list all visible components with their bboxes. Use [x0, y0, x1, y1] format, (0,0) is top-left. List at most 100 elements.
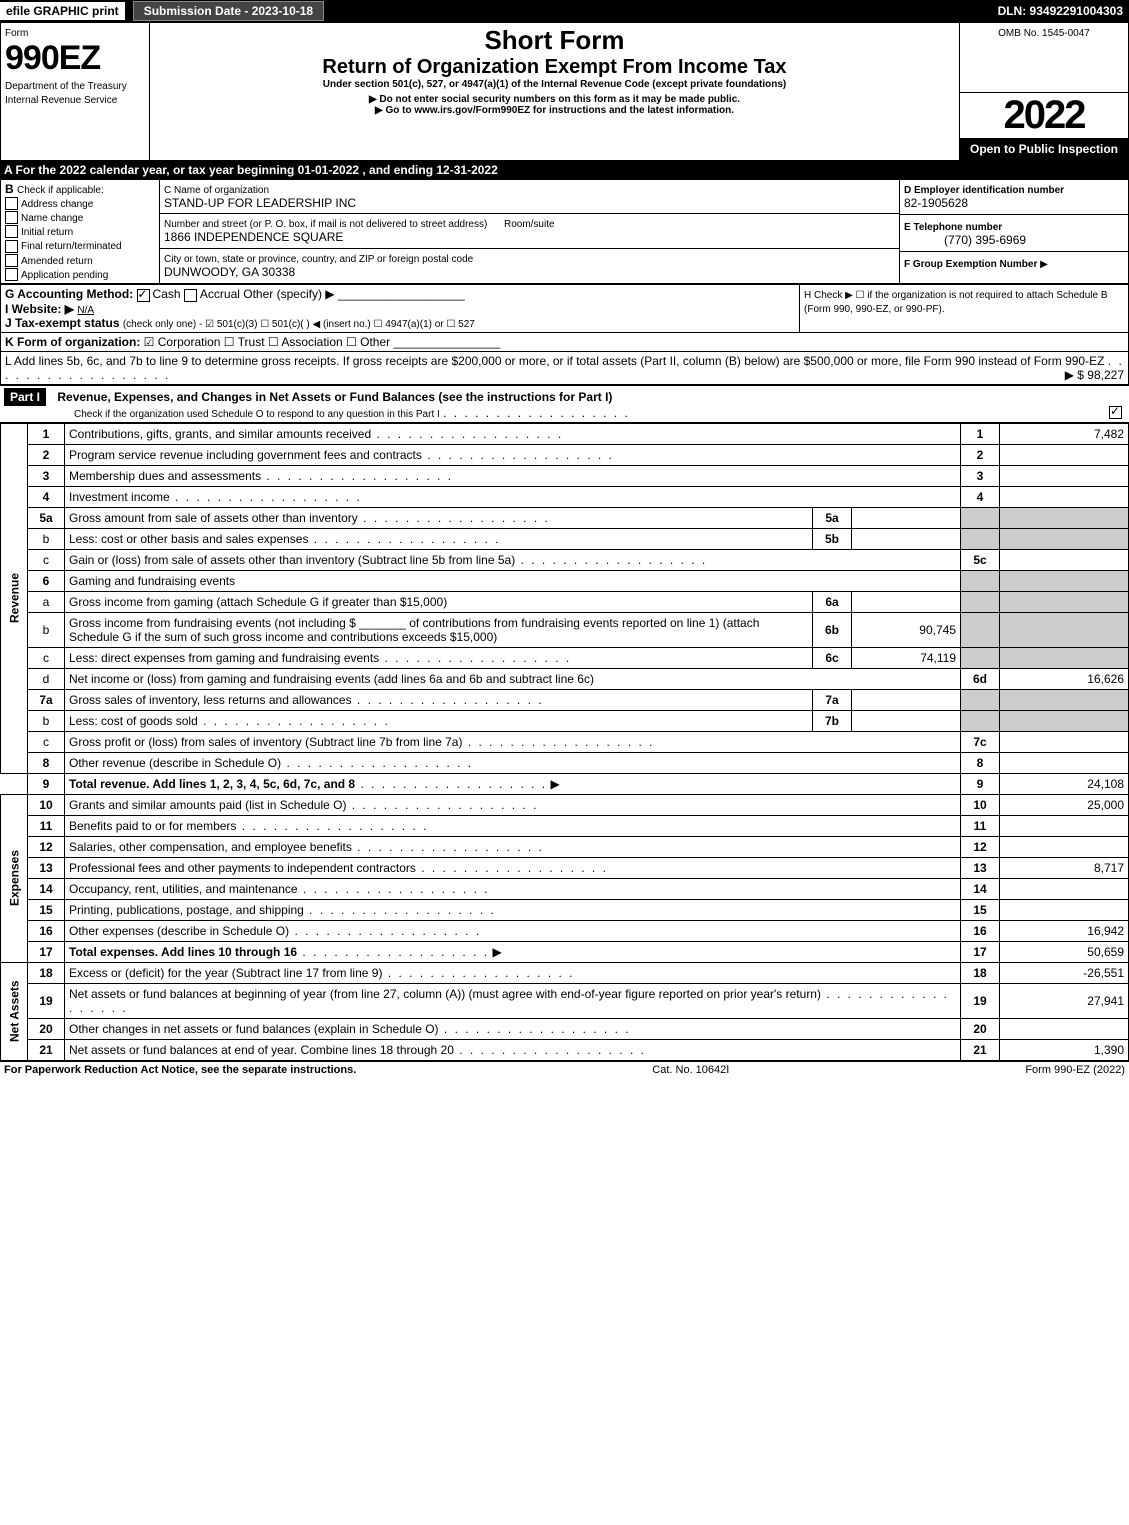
line19-num: 19	[961, 983, 1000, 1018]
line6b-mini: 6b	[813, 612, 852, 647]
ssn-warning: ▶ Do not enter social security numbers o…	[154, 94, 955, 105]
line9-val: 24,108	[1000, 773, 1129, 794]
checkbox-address-change[interactable]	[5, 197, 18, 210]
omb-number: OMB No. 1545-0047	[998, 28, 1090, 39]
phone: (770) 395-6969	[904, 233, 1026, 247]
opt-final-return: Final return/terminated	[21, 241, 122, 252]
line21-val: 1,390	[1000, 1039, 1129, 1060]
line11-num: 11	[961, 815, 1000, 836]
checkbox-final-return[interactable]	[5, 240, 18, 253]
line17-arrow: ▶	[492, 945, 501, 959]
line6c-minival: 74,119	[852, 647, 961, 668]
line3-num: 3	[961, 465, 1000, 486]
checkbox-name-change[interactable]	[5, 211, 18, 224]
c-label: C Name of organization	[164, 185, 269, 196]
checkbox-app-pending[interactable]	[5, 268, 18, 281]
line20-num: 20	[961, 1018, 1000, 1039]
checkbox-initial-return[interactable]	[5, 225, 18, 238]
line18-num: 18	[961, 962, 1000, 983]
l-amount: ▶ $ 98,227	[1065, 368, 1124, 382]
line11-desc: Benefits paid to or for members	[69, 819, 236, 833]
dln: DLN: 93492291004303	[992, 2, 1129, 20]
line10-desc: Grants and similar amounts paid (list in…	[69, 798, 346, 812]
line6b-desc-pre: Gross income from fundraising events (no…	[69, 616, 356, 630]
checkbox-accrual[interactable]	[184, 289, 197, 302]
expenses-vlabel: Expenses	[1, 794, 28, 962]
line5a-mini: 5a	[813, 507, 852, 528]
street: 1866 INDEPENDENCE SQUARE	[164, 230, 343, 244]
line13-num: 13	[961, 857, 1000, 878]
line1-desc: Contributions, gifts, grants, and simila…	[69, 427, 371, 441]
netassets-vlabel: Net Assets	[1, 962, 28, 1060]
line5c-num: 5c	[961, 549, 1000, 570]
g-accrual: Accrual	[200, 287, 240, 301]
line7b-minival	[852, 710, 961, 731]
f-arrow: ▶	[1040, 259, 1048, 270]
line4-val	[1000, 486, 1129, 507]
line19-val: 27,941	[1000, 983, 1129, 1018]
line7a-minival	[852, 689, 961, 710]
line5b-minival	[852, 528, 961, 549]
footer-mid: Cat. No. 10642I	[652, 1064, 729, 1076]
line6d-val: 16,626	[1000, 668, 1129, 689]
line5c-val	[1000, 549, 1129, 570]
street-label: Number and street (or P. O. box, if mail…	[164, 219, 487, 230]
line18-val: -26,551	[1000, 962, 1129, 983]
line4-num: 4	[961, 486, 1000, 507]
line6a-minival	[852, 591, 961, 612]
city-state-zip: DUNWOODY, GA 30338	[164, 265, 295, 279]
line8-val	[1000, 752, 1129, 773]
org-name: STAND-UP FOR LEADERSHIP INC	[164, 196, 356, 210]
line21-num: 21	[961, 1039, 1000, 1060]
line15-desc: Printing, publications, postage, and shi…	[69, 903, 304, 917]
checkbox-schedule-o[interactable]	[1109, 406, 1122, 419]
line17-num: 17	[961, 941, 1000, 962]
part1-title: Revenue, Expenses, and Changes in Net As…	[57, 390, 612, 404]
line14-val	[1000, 878, 1129, 899]
i-label: I Website: ▶	[5, 302, 74, 316]
line6-desc: Gaming and fundraising events	[65, 570, 961, 591]
f-label: F Group Exemption Number	[904, 259, 1037, 270]
entity-info: B Check if applicable: Address change Na…	[0, 179, 1129, 285]
k-label: K Form of organization:	[5, 335, 140, 349]
line19-desc: Net assets or fund balances at beginning…	[69, 987, 821, 1001]
header-table: Form 990EZ Department of the Treasury In…	[0, 22, 1129, 161]
under-section: Under section 501(c), 527, or 4947(a)(1)…	[154, 79, 955, 90]
part1-label: Part I	[4, 388, 46, 406]
checkbox-amended[interactable]	[5, 254, 18, 267]
line6d-desc: Net income or (loss) from gaming and fun…	[69, 672, 594, 686]
city-label: City or town, state or province, country…	[164, 254, 473, 265]
ein: 82-1905628	[904, 196, 968, 210]
d-label: D Employer identification number	[904, 185, 1064, 196]
revenue-vlabel: Revenue	[1, 423, 28, 773]
part1-check: Check if the organization used Schedule …	[4, 409, 440, 420]
line5a-desc: Gross amount from sale of assets other t…	[69, 511, 358, 525]
opt-name-change: Name change	[21, 213, 83, 224]
line6a-mini: 6a	[813, 591, 852, 612]
line7b-desc: Less: cost of goods sold	[69, 714, 198, 728]
line13-val: 8,717	[1000, 857, 1129, 878]
line13-desc: Professional fees and other payments to …	[69, 861, 416, 875]
line20-desc: Other changes in net assets or fund bala…	[69, 1022, 439, 1036]
line7b-mini: 7b	[813, 710, 852, 731]
efile-link[interactable]: efile GRAPHIC print	[0, 2, 125, 20]
part1-lines: Revenue 1 Contributions, gifts, grants, …	[0, 423, 1129, 1061]
g-cash: Cash	[153, 287, 181, 301]
return-title: Return of Organization Exempt From Incom…	[154, 56, 955, 79]
tax-year: 2022	[960, 93, 1128, 138]
goto-link[interactable]: ▶ Go to www.irs.gov/Form990EZ for instru…	[154, 105, 955, 116]
line1-num: 1	[961, 423, 1000, 444]
footer-right: Form 990-EZ (2022)	[1025, 1064, 1125, 1076]
short-form-title: Short Form	[154, 25, 955, 56]
line2-val	[1000, 444, 1129, 465]
line12-num: 12	[961, 836, 1000, 857]
line4-desc: Investment income	[69, 490, 170, 504]
line6a-desc: Gross income from gaming (attach Schedul…	[69, 595, 447, 609]
line12-desc: Salaries, other compensation, and employ…	[69, 840, 352, 854]
b-check-if: Check if applicable:	[17, 185, 104, 196]
line8-num: 8	[961, 752, 1000, 773]
checkbox-cash[interactable]	[137, 289, 150, 302]
line2-desc: Program service revenue including govern…	[69, 448, 422, 462]
g-label: G Accounting Method:	[5, 287, 133, 301]
line10-val: 25,000	[1000, 794, 1129, 815]
